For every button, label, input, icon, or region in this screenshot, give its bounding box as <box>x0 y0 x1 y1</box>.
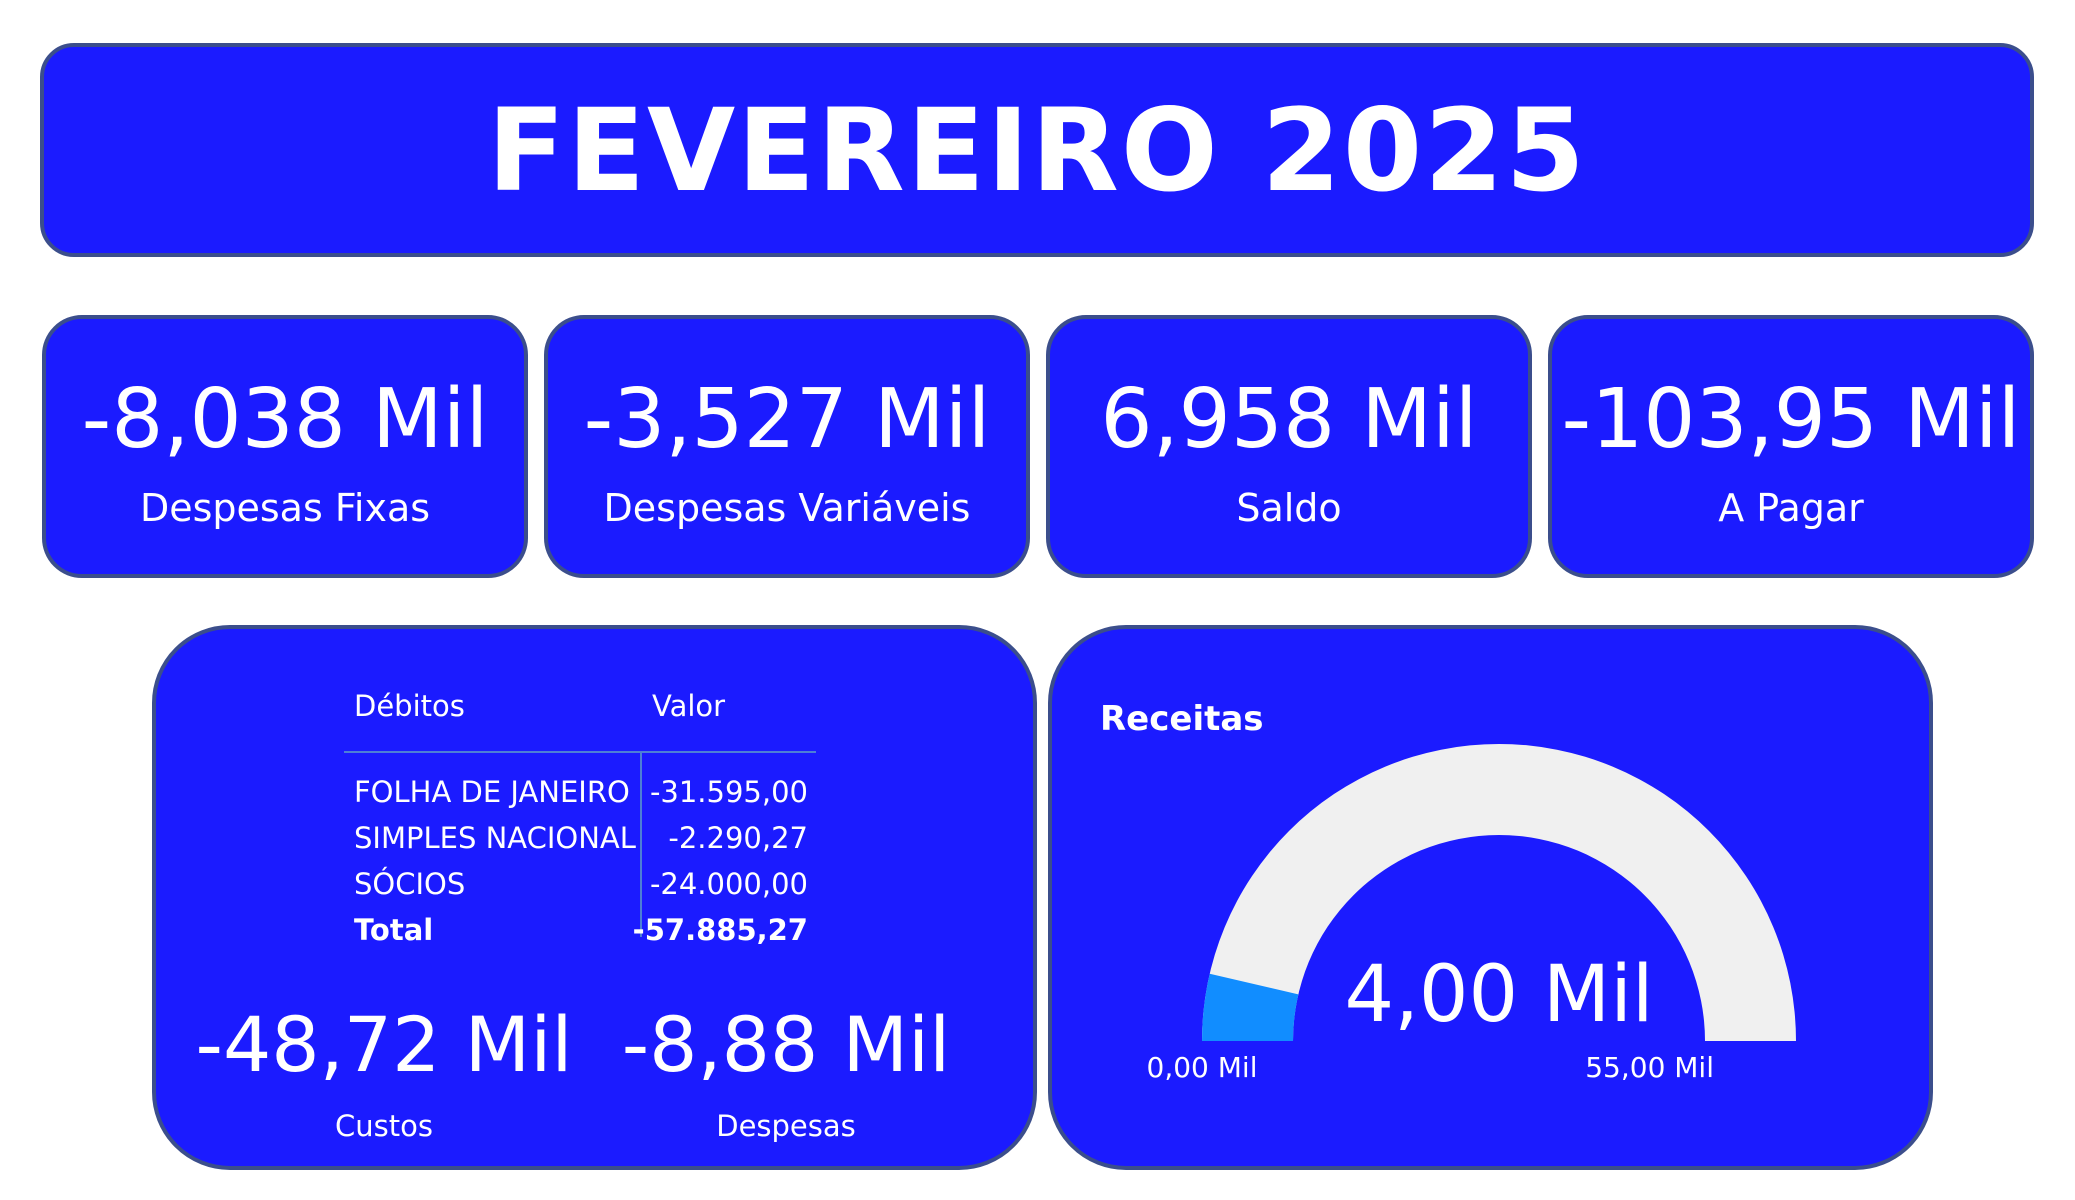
table-row[interactable]: FOLHA DE JANEIRO -31.595,00 <box>344 775 816 821</box>
gauge-fill <box>1202 973 1299 1041</box>
gauge-max-label: 55,00 Mil <box>1585 1051 1714 1084</box>
kpi-card-saldo[interactable]: 6,958 Mil Saldo <box>1046 315 1532 578</box>
total-value: -57.885,27 <box>632 913 808 947</box>
table-row[interactable]: SÓCIOS -24.000,00 <box>344 867 816 913</box>
kpi-card-a-pagar[interactable]: -103,95 Mil A Pagar <box>1548 315 2034 578</box>
column-header-valor[interactable]: Valor <box>652 689 726 723</box>
kpi-label: A Pagar <box>1718 486 1864 530</box>
kpi-value: -103,95 Mil <box>1561 372 2021 467</box>
row-value: -2.290,27 <box>668 821 808 855</box>
row-value: -31.595,00 <box>649 775 808 809</box>
gauge-value-label: 4,00 Mil <box>1344 950 1653 1040</box>
metric-label: Despesas <box>716 1109 856 1143</box>
total-label: Total <box>354 913 434 947</box>
row-name: FOLHA DE JANEIRO <box>354 775 630 809</box>
gauge-min-label: 0,00 Mil <box>1147 1051 1258 1084</box>
kpi-label: Despesas Fixas <box>139 486 431 530</box>
kpi-value: -3,527 Mil <box>583 372 991 467</box>
kpi-card-despesas-fixas[interactable]: -8,038 Mil Despesas Fixas <box>42 315 528 578</box>
column-header-debitos[interactable]: Débitos <box>354 689 465 723</box>
page-title: FEVEREIRO 2025 <box>487 83 1587 217</box>
kpi-label: Despesas Variáveis <box>603 486 971 530</box>
row-name: SIMPLES NACIONAL <box>354 821 636 855</box>
table-total-row[interactable]: Total -57.885,27 <box>344 913 816 959</box>
debits-panel: Débitos Valor FOLHA DE JANEIRO -31.595,0… <box>152 625 1037 1170</box>
metric-custos[interactable]: -48,72 Mil Custos <box>184 1000 584 1144</box>
metric-value: -48,72 Mil <box>195 1000 573 1089</box>
metric-label: Custos <box>335 1109 433 1143</box>
row-name: SÓCIOS <box>354 867 466 901</box>
gauge-track <box>1202 744 1796 1041</box>
kpi-label: Saldo <box>1236 486 1342 530</box>
row-value: -24.000,00 <box>649 867 808 901</box>
title-banner: FEVEREIRO 2025 <box>40 43 2034 257</box>
gauge-chart[interactable]: 4,00 Mil 0,00 Mil 55,00 Mil <box>1052 629 1929 1166</box>
metric-value: -8,88 Mil <box>621 1000 951 1089</box>
revenue-gauge-panel[interactable]: Receitas 4,00 Mil 0,00 Mil 55,00 Mil <box>1048 625 1933 1170</box>
column-divider <box>640 751 642 937</box>
metric-despesas[interactable]: -8,88 Mil Despesas <box>586 1000 986 1144</box>
kpi-card-despesas-variaveis[interactable]: -3,527 Mil Despesas Variáveis <box>544 315 1030 578</box>
kpi-value: -8,038 Mil <box>81 372 489 467</box>
gauge-title: Receitas <box>1100 699 1264 739</box>
kpi-value: 6,958 Mil <box>1100 372 1478 467</box>
header-divider <box>344 751 816 753</box>
table-row[interactable]: SIMPLES NACIONAL -2.290,27 <box>344 821 816 867</box>
